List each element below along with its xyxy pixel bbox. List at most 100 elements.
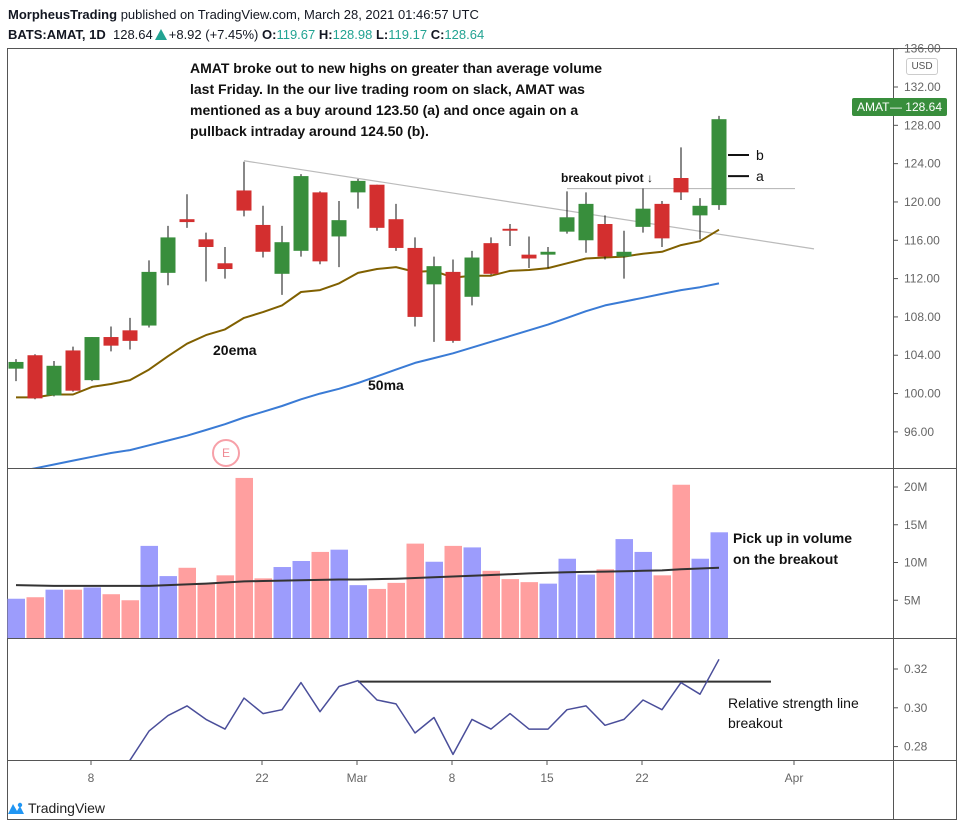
rs-tick-label: 0.32 bbox=[904, 662, 928, 676]
rs-tick-label: 0.30 bbox=[904, 701, 928, 715]
volume-bar bbox=[672, 484, 690, 638]
volume-bar bbox=[463, 547, 481, 638]
ema-label: 20ema bbox=[213, 342, 257, 358]
price-tick-label: 128.00 bbox=[904, 118, 941, 132]
volume-bar bbox=[653, 575, 671, 638]
chart-frame bbox=[7, 48, 957, 820]
volume-bar bbox=[64, 589, 82, 638]
x-tick-label: 8 bbox=[449, 771, 456, 785]
volume-bar bbox=[45, 589, 63, 638]
volume-bar bbox=[254, 578, 272, 638]
symbol: BATS:AMAT, 1D bbox=[8, 27, 106, 42]
x-tick-label: Mar bbox=[347, 771, 368, 785]
volume-ma-line bbox=[15, 566, 720, 587]
volume-bar bbox=[406, 543, 424, 638]
high-value: 128.98 bbox=[332, 27, 373, 42]
rs-note: Relative strength line breakout bbox=[728, 693, 859, 733]
currency-label[interactable]: USD bbox=[906, 58, 938, 75]
open-label: O: bbox=[262, 27, 277, 42]
volume-note-line: Pick up in volume bbox=[733, 530, 853, 546]
volume-bar bbox=[26, 597, 44, 638]
volume-bar bbox=[159, 576, 177, 638]
volume-bar bbox=[615, 539, 633, 638]
earnings-marker[interactable]: E bbox=[212, 439, 240, 467]
candle-down bbox=[388, 219, 404, 248]
candle-up bbox=[160, 237, 176, 273]
volume-bar bbox=[7, 598, 25, 638]
volume-bar bbox=[216, 575, 234, 638]
candle-down bbox=[255, 224, 271, 252]
candle-up bbox=[711, 119, 727, 206]
symbol-legend: BATS:AMAT, 1D 128.64 +8.92 (+7.45%) O:119… bbox=[8, 27, 484, 42]
breakout-pivot-label: breakout pivot ↓ bbox=[561, 171, 654, 185]
candle-up bbox=[293, 176, 309, 251]
candle-down bbox=[407, 247, 423, 317]
volume-bar bbox=[292, 560, 310, 638]
volume-bar bbox=[330, 549, 348, 638]
volume-bar bbox=[710, 532, 728, 638]
volume-bar bbox=[197, 582, 215, 638]
tradingview-logo[interactable]: TradingView bbox=[7, 800, 105, 816]
candle-down bbox=[369, 184, 385, 228]
high-label: H: bbox=[318, 27, 333, 42]
candle-down bbox=[103, 337, 119, 346]
candle-down bbox=[654, 203, 670, 239]
ma50-line bbox=[31, 282, 720, 468]
volume-bar bbox=[178, 567, 196, 638]
candle-down bbox=[673, 178, 689, 193]
note-line: pullback intraday around 124.50 (b). bbox=[190, 123, 429, 139]
volume-pane bbox=[7, 477, 728, 638]
volume-bar bbox=[121, 600, 139, 638]
change: +8.92 (+7.45%) bbox=[168, 27, 259, 42]
candle-down bbox=[483, 243, 499, 274]
publish-text: published on TradingView.com, March 28, … bbox=[120, 7, 479, 22]
volume-bar bbox=[387, 582, 405, 638]
candle-up bbox=[331, 220, 347, 237]
trendline bbox=[243, 160, 815, 250]
close-value: 128.64 bbox=[444, 27, 485, 42]
candle-down bbox=[65, 350, 81, 391]
volume-bar bbox=[235, 477, 253, 638]
volume-bar bbox=[349, 585, 367, 638]
volume-bar bbox=[520, 582, 538, 638]
volume-bar bbox=[140, 545, 158, 638]
volume-bar bbox=[273, 567, 291, 638]
ema20-line bbox=[16, 228, 720, 399]
volume-bar bbox=[577, 574, 595, 638]
volume-tick-label: 10M bbox=[904, 556, 927, 570]
badge-value: — 128.64 bbox=[889, 100, 942, 114]
candle-up bbox=[464, 257, 480, 297]
price-tick-label: 112.00 bbox=[904, 272, 940, 286]
candle-up bbox=[616, 251, 632, 257]
volume-bar bbox=[425, 561, 443, 638]
volume-bar bbox=[501, 579, 519, 638]
candle-down bbox=[27, 355, 43, 399]
x-tick-label: 8 bbox=[88, 771, 95, 785]
publish-info: MorpheusTrading published on TradingView… bbox=[8, 7, 479, 22]
volume-bar bbox=[368, 588, 386, 638]
volume-tick-label: 15M bbox=[904, 518, 927, 532]
candle-up bbox=[84, 337, 100, 381]
candle-up bbox=[274, 242, 290, 274]
open-value: 119.67 bbox=[276, 27, 316, 42]
rs-note-line: Relative strength line bbox=[728, 695, 859, 711]
volume-bar bbox=[444, 545, 462, 638]
price-tick-label: 136.00 bbox=[904, 42, 941, 56]
low-value: 119.17 bbox=[388, 27, 428, 42]
price-tick-label: 116.00 bbox=[904, 233, 940, 247]
volume-bar bbox=[691, 558, 709, 638]
up-triangle-icon bbox=[154, 29, 167, 40]
rs-note-line: breakout bbox=[728, 715, 783, 731]
candle-down bbox=[597, 223, 613, 257]
badge-symbol: AMAT bbox=[857, 100, 890, 114]
volume-bar bbox=[539, 583, 557, 638]
volume-tick-label: 5M bbox=[904, 593, 921, 607]
note-line: AMAT broke out to new highs on greater t… bbox=[190, 60, 603, 76]
x-tick-label: Apr bbox=[785, 771, 804, 785]
volume-bar bbox=[482, 570, 500, 638]
candle-down bbox=[312, 192, 328, 262]
annotation-note: AMAT broke out to new highs on greater t… bbox=[190, 58, 602, 142]
price-tick-label: 108.00 bbox=[904, 310, 941, 324]
candle-up bbox=[426, 266, 442, 285]
